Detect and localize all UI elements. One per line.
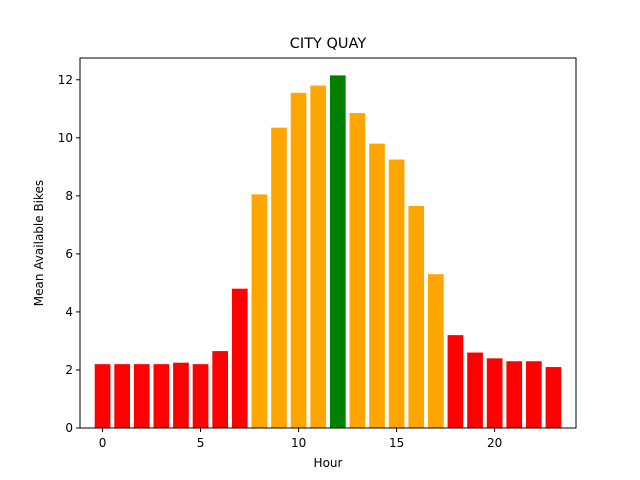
bar-hour-16 [408,206,425,428]
bar-hour-19 [467,352,483,428]
y-tick-label: 8 [65,189,73,203]
x-axis-label: Hour [314,456,343,470]
x-tick-label: 10 [291,436,306,450]
bar-hour-7 [231,288,248,428]
bar-hour-23 [545,367,562,428]
y-axis-label: Mean Available Bikes [32,180,46,306]
bar-hour-21 [506,361,523,428]
bar-hour-15 [388,159,405,428]
bar-hour-22 [526,361,542,428]
bar-hour-14 [369,143,385,428]
y-tick-label: 12 [58,73,73,87]
bar-hour-17 [427,274,444,428]
bar-hour-1 [114,364,130,428]
bar-hour-8 [251,194,268,428]
y-axis-ticks: 0 2 4 6 8 10 12 [58,73,80,435]
bar-hour-10 [290,92,307,428]
bars-group [94,75,562,428]
y-tick-label: 6 [65,247,73,261]
x-axis-ticks: 0 5 10 15 20 [99,428,502,450]
bar-hour-5 [192,364,209,428]
x-tick-label: 5 [197,436,205,450]
bar-hour-13 [349,113,366,428]
bar-hour-0 [94,364,111,428]
plot-frame [79,57,577,429]
bar-hour-12 [329,75,346,428]
bar-hour-18 [447,335,464,428]
y-tick-label: 2 [65,363,73,377]
chart-title: CITY QUAY [290,36,367,52]
y-tick-label: 0 [65,421,73,435]
bar-hour-6 [212,351,229,428]
x-tick-label: 20 [487,436,502,450]
bar-hour-3 [153,364,170,428]
bar-hour-11 [310,85,327,428]
bar-hour-20 [486,358,503,428]
y-tick-label: 10 [58,131,73,145]
bar-hour-2 [133,364,150,428]
bar-hour-9 [271,127,287,428]
x-tick-label: 15 [389,436,404,450]
x-tick-label: 0 [99,436,107,450]
bar-hour-4 [173,362,189,428]
y-tick-label: 4 [65,305,73,319]
